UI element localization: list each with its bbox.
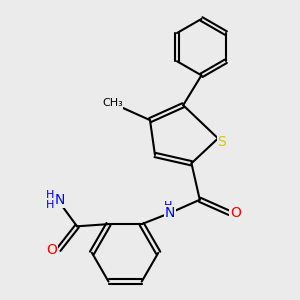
Text: H: H — [46, 190, 55, 200]
Text: N: N — [165, 206, 175, 220]
Text: CH₃: CH₃ — [102, 98, 123, 108]
Text: H: H — [164, 201, 172, 212]
Text: O: O — [230, 206, 241, 220]
Text: O: O — [47, 242, 58, 256]
Text: S: S — [218, 135, 226, 149]
Text: N: N — [54, 193, 64, 207]
Text: H: H — [46, 200, 55, 210]
